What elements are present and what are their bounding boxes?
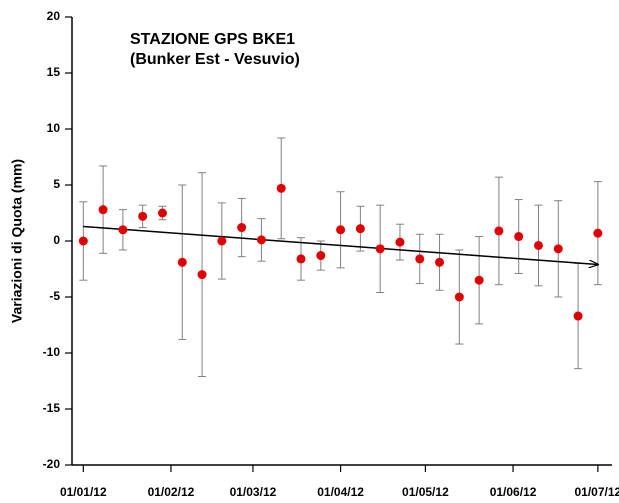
data-point bbox=[494, 226, 504, 236]
chart-title: STAZIONE GPS BKE1 bbox=[130, 31, 295, 48]
y-tick-label: -10 bbox=[43, 345, 61, 359]
x-tick-label: 01/07/12 bbox=[575, 485, 619, 499]
y-tick-label: -15 bbox=[43, 401, 61, 415]
data-point bbox=[316, 251, 326, 261]
data-point bbox=[78, 236, 88, 246]
x-tick-label: 01/06/12 bbox=[490, 485, 537, 499]
data-point bbox=[593, 228, 603, 238]
data-point bbox=[98, 205, 108, 215]
x-tick-label: 01/03/12 bbox=[230, 485, 277, 499]
data-point bbox=[415, 254, 425, 264]
data-point bbox=[157, 208, 167, 218]
data-point bbox=[573, 311, 583, 321]
y-tick-label: 0 bbox=[53, 233, 60, 247]
data-point bbox=[217, 236, 227, 246]
data-point bbox=[375, 244, 385, 254]
data-point bbox=[237, 223, 247, 233]
data-point bbox=[553, 244, 563, 254]
x-tick-label: 01/05/12 bbox=[402, 485, 449, 499]
y-tick-label: 10 bbox=[47, 121, 61, 135]
data-point bbox=[435, 257, 445, 267]
y-axis-label: Variazioni di Quota (mm) bbox=[9, 159, 25, 323]
data-point bbox=[256, 235, 266, 245]
x-tick-label: 01/04/12 bbox=[317, 485, 364, 499]
x-tick-label: 01/01/12 bbox=[60, 485, 107, 499]
data-point bbox=[197, 270, 207, 280]
y-tick-label: -5 bbox=[49, 289, 60, 303]
y-tick-label: 5 bbox=[53, 177, 60, 191]
data-point bbox=[336, 225, 346, 235]
y-tick-label: 15 bbox=[47, 65, 61, 79]
chart-subtitle: (Bunker Est - Vesuvio) bbox=[130, 51, 300, 68]
data-point bbox=[118, 225, 128, 235]
y-tick-label: 20 bbox=[47, 9, 61, 23]
data-point bbox=[474, 275, 484, 285]
data-point bbox=[533, 240, 543, 250]
data-point bbox=[138, 211, 148, 221]
data-point bbox=[177, 257, 187, 267]
x-tick-label: 01/02/12 bbox=[148, 485, 195, 499]
data-point bbox=[276, 183, 286, 193]
data-point bbox=[355, 224, 365, 234]
data-point bbox=[296, 254, 306, 264]
trend-line bbox=[83, 225, 598, 264]
y-tick-label: -20 bbox=[43, 457, 61, 471]
data-point bbox=[454, 292, 464, 302]
data-point bbox=[514, 232, 524, 242]
data-point bbox=[395, 237, 405, 247]
